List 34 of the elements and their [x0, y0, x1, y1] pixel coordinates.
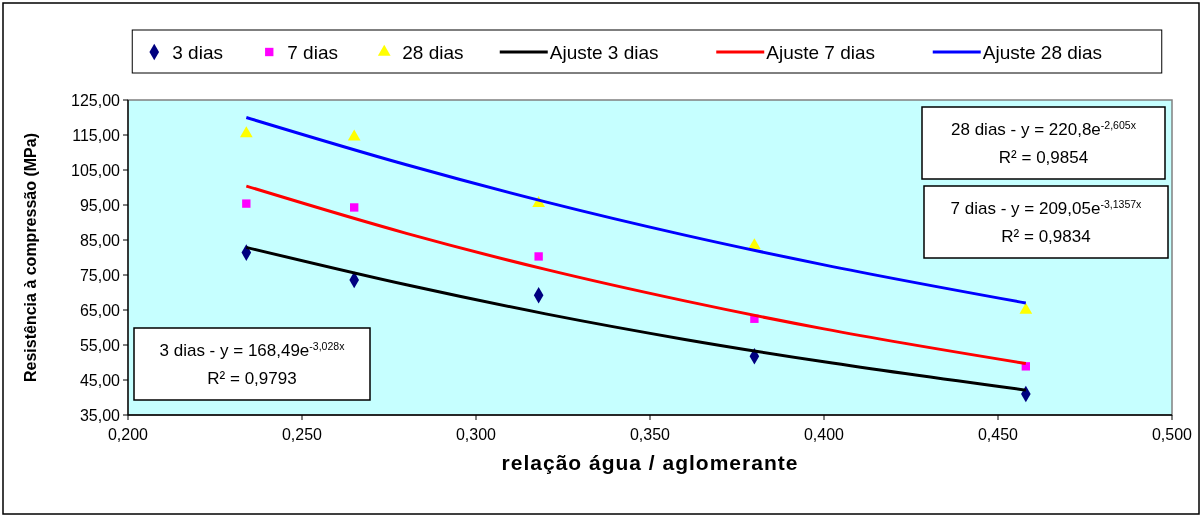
legend-label: 3 dias — [172, 42, 223, 63]
legend-label: Ajuste 28 dias — [982, 42, 1103, 63]
legend-label: Ajuste 3 dias — [549, 42, 659, 63]
y-tick-label: 55,00 — [79, 337, 121, 354]
y-tick-label: 45,00 — [79, 372, 121, 389]
legend-label: 7 dias — [287, 42, 338, 63]
equation-box: 3 dias - y = 168,49e$^{-3,028x}$ R² = 0,9793 — [133, 327, 371, 401]
point — [350, 203, 359, 212]
point — [347, 129, 361, 141]
x-tick-label: 0,350 — [629, 426, 671, 443]
y-tick-label: 65,00 — [79, 302, 121, 319]
point — [239, 126, 253, 138]
y-tick-label: 105,00 — [71, 162, 121, 179]
legend-label: 28 dias — [402, 42, 464, 63]
legend-label: Ajuste 7 dias — [766, 42, 876, 63]
x-tick-label: 0,400 — [803, 426, 845, 443]
y-tick-label: 75,00 — [79, 267, 121, 284]
x-axis-title: relação água / aglomerante — [501, 451, 799, 474]
y-tick-label: 115,00 — [72, 127, 121, 144]
y-tick-label: 125,00 — [71, 92, 121, 109]
x-tick-label: 0,300 — [455, 426, 497, 443]
y-axis-title: Resistência à compressão (MPa) — [22, 133, 39, 382]
point — [242, 199, 251, 208]
y-tick-label: 35,00 — [79, 407, 121, 424]
equation-box: 28 dias - y = 220,8e$^{-2,605x}$ R² = 0,9854 — [921, 106, 1166, 180]
x-tick-label: 0,450 — [977, 426, 1019, 443]
point — [534, 252, 543, 261]
y-tick-label: 95,00 — [79, 197, 121, 214]
equation-box: 7 dias - y = 209,05e$^{-3,1357x}$ R² = 0,9834 — [923, 185, 1169, 259]
y-tick-label: 85,00 — [79, 232, 121, 249]
x-tick-label: 0,200 — [107, 426, 149, 443]
x-tick-label: 0,250 — [281, 426, 323, 443]
point — [1019, 302, 1033, 314]
x-tick-label: 0,500 — [1151, 426, 1193, 443]
